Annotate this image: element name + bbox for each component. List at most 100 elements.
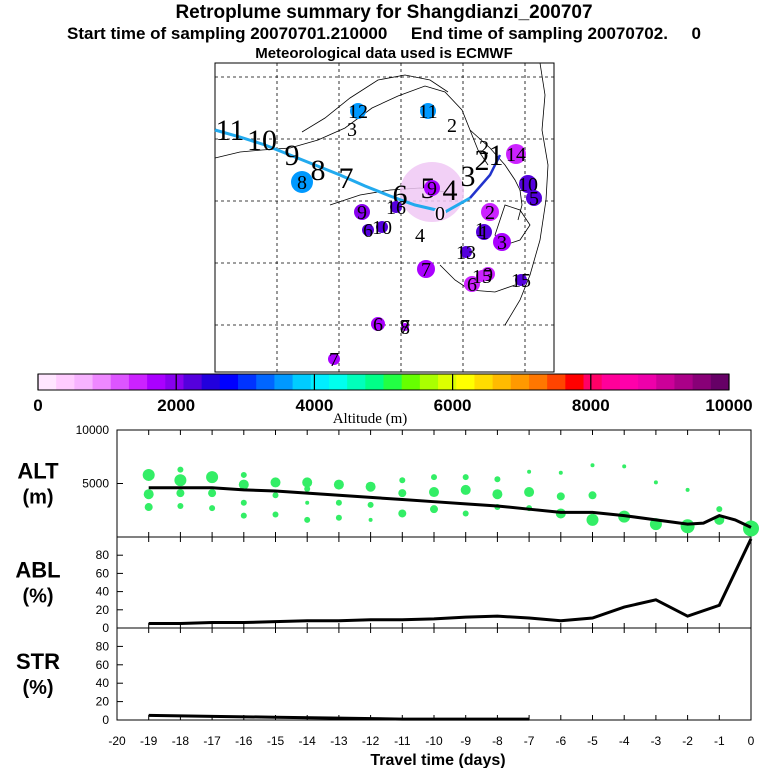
- alt-point: [209, 505, 216, 512]
- cluster-marker: [354, 204, 370, 220]
- colorbar-swatch: [601, 374, 621, 390]
- cluster-label: 14: [506, 144, 526, 166]
- colorbar-swatch: [565, 374, 585, 390]
- cluster-label: 6: [373, 314, 383, 336]
- map-label: 1: [475, 219, 485, 241]
- track-day-label: 2: [475, 144, 490, 177]
- colorbar-swatch: [383, 374, 403, 390]
- track-day-label: 9: [285, 139, 300, 172]
- cluster-label: 6: [467, 274, 477, 296]
- cluster-marker: [476, 270, 488, 282]
- colorbar-swatch: [674, 374, 694, 390]
- colorbar-swatch: [492, 374, 512, 390]
- x-tick-label: -20: [108, 734, 126, 748]
- colorbar-swatch: [74, 374, 94, 390]
- alt-point: [460, 484, 471, 495]
- alt-point: [685, 487, 690, 492]
- x-tick-label: -18: [172, 734, 190, 748]
- cluster-marker: [526, 190, 542, 206]
- alt-point: [590, 463, 595, 468]
- colorbar-swatch: [201, 374, 221, 390]
- alt-point: [527, 469, 532, 474]
- alt-point: [305, 500, 310, 505]
- altitude-colorbar: 0 2000 4000 6000 8000 10000 Altitude (m): [33, 373, 753, 427]
- alt-point: [462, 510, 469, 517]
- alt-point: [177, 502, 184, 509]
- map-coastline-3: [504, 62, 549, 326]
- chart-title: Retroplume summary for Shangdianzi_20070…: [175, 2, 593, 23]
- alt-point: [272, 511, 279, 518]
- alt-point: [144, 503, 153, 512]
- alt-point: [622, 464, 627, 469]
- panel-frame: [116, 627, 752, 721]
- x-tick-label: -8: [492, 734, 503, 748]
- map-label: 2: [447, 115, 457, 137]
- y-tick-label: 60: [96, 566, 110, 580]
- alt-point: [177, 466, 184, 473]
- alt-panel: 5000 10000 ALT (m): [17, 423, 759, 538]
- cluster-label: 9: [483, 264, 493, 286]
- panel-ylabel: ALT: [17, 459, 59, 484]
- cluster-label: 2: [485, 202, 495, 224]
- alt-point: [238, 479, 249, 490]
- cluster-marker: [417, 260, 435, 278]
- cluster-label: 7: [329, 349, 339, 371]
- x-tick-label: -9: [460, 734, 471, 748]
- cluster-marker: [434, 207, 446, 219]
- colorbar-swatch: [219, 374, 239, 390]
- cluster-label: 13: [456, 242, 476, 264]
- colorbar-swatch: [656, 374, 675, 390]
- colorbar-swatch: [547, 374, 566, 390]
- x-tick-label: -2: [682, 734, 693, 748]
- colorbar-swatch: [510, 374, 530, 390]
- colorbar-swatch: [401, 374, 421, 390]
- x-tick-label: -5: [587, 734, 598, 748]
- cluster-marker: [420, 103, 436, 119]
- alt-point: [588, 491, 597, 500]
- cluster-label: 6: [363, 220, 373, 242]
- cluster-marker: [460, 246, 472, 258]
- abl-panel: 0 20 40 60 80 ABL (%): [15, 536, 753, 635]
- colorbar-swatch: [619, 374, 639, 390]
- track-day-label: 7: [339, 162, 354, 195]
- alt-point: [399, 477, 406, 484]
- alt-point: [367, 501, 374, 508]
- y-tick-label: 10000: [76, 423, 110, 437]
- map-label: 2: [479, 137, 489, 159]
- cluster-label: 16: [386, 197, 406, 219]
- cluster-label: 7: [421, 259, 431, 281]
- y-tick-label: 0: [102, 621, 109, 635]
- cluster-label: 9: [427, 178, 437, 200]
- alt-point: [174, 474, 187, 487]
- colorbar-swatch: [692, 374, 712, 390]
- chart-subtitle: Start time of sampling 20070701.210000 E…: [66, 24, 701, 43]
- alt-point: [368, 517, 373, 522]
- trajectory-map: 1110987654321121189610761413105231915151…: [214, 62, 555, 373]
- colorbar-swatch: [92, 374, 112, 390]
- alt-point: [558, 470, 563, 475]
- alt-point: [240, 471, 247, 478]
- cluster-label: 8: [400, 317, 410, 339]
- alt-point: [556, 492, 565, 501]
- str-line: [148, 713, 530, 721]
- panel-ylabel-unit: (%): [22, 586, 53, 608]
- y-tick-label: 0: [102, 713, 109, 727]
- alt-point: [524, 487, 535, 498]
- alt-point: [494, 476, 501, 483]
- colorbar-swatch: [147, 374, 166, 390]
- cluster-marker: [519, 175, 537, 193]
- alt-point: [335, 514, 342, 521]
- cluster-label: 10: [372, 217, 392, 239]
- track-day-label: 8: [311, 154, 326, 187]
- cluster-label: 0: [435, 203, 445, 225]
- alt-point: [206, 471, 219, 484]
- x-tick-label: -19: [140, 734, 158, 748]
- alt-point: [743, 520, 759, 537]
- x-tick-label: 0: [748, 734, 755, 748]
- cluster-marker: [291, 171, 313, 193]
- alt-point: [431, 474, 437, 481]
- colorbar-swatch: [128, 374, 148, 390]
- y-tick-label: 80: [96, 639, 110, 653]
- colorbar-swatch: [365, 374, 384, 390]
- colorbar-swatch: [256, 374, 275, 390]
